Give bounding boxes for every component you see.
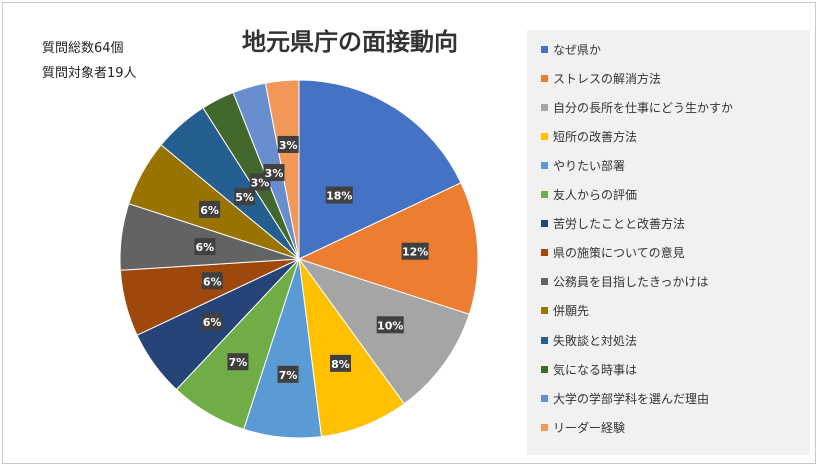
legend-label: 公務員を目指したきっかけは	[553, 275, 709, 290]
slice-value-text: 7%	[229, 356, 248, 369]
legend-swatch	[541, 220, 548, 228]
legend-label: 自分の長所を仕事にどう生かすか	[553, 100, 734, 115]
legend-label: 県の施策についての意見	[553, 246, 685, 261]
slice-value-text: 6%	[203, 316, 222, 329]
legend-label: 失敗談と対処法	[553, 333, 638, 348]
slice-data-label-3: 10%	[376, 316, 404, 334]
legend-swatch	[541, 394, 548, 402]
slice-data-label-4: 8%	[330, 354, 352, 372]
legend-label: ストレスの解消方法	[553, 71, 662, 86]
legend-item-7: 苦労したことと改善方法	[541, 215, 685, 233]
legend-item-2: ストレスの解消方法	[541, 69, 661, 87]
legend-label: 苦労したことと改善方法	[553, 217, 686, 232]
slice-value-text: 5%	[235, 191, 254, 204]
slice-value-text: 6%	[203, 275, 222, 288]
slice-data-label-6: 7%	[227, 353, 249, 371]
chart-legend: なぜ県かストレスの解消方法自分の長所を仕事にどう生かすか 短所の改善方法 やりたい部…	[527, 30, 810, 455]
pie-slice-4	[298, 258, 405, 438]
legend-item-12: 気になる時事は	[541, 360, 637, 378]
slice-data-label-9: 6%	[194, 238, 216, 256]
legend-item-14: リーダー経験	[541, 418, 625, 436]
slice-value-text: 6%	[196, 241, 215, 254]
legend-swatch	[541, 132, 548, 140]
chart-title: 地元県庁の面接動向	[242, 28, 458, 56]
legend-swatch	[541, 45, 548, 53]
legend-item-9: 公務員を目指したきっかけは	[541, 273, 709, 291]
legend-swatch	[541, 336, 548, 344]
slice-data-label-14: 3%	[277, 135, 299, 153]
pie-slice-1	[298, 79, 462, 260]
slice-data-label-11: 5%	[234, 188, 256, 206]
legend-label: 併願先	[553, 304, 590, 319]
slice-value-text: 3%	[265, 167, 284, 180]
legend-label: リーダー経験	[553, 420, 626, 435]
legend-item-11: 失敗談と対処法	[541, 331, 637, 349]
respondents-note: 質問対象者19人	[42, 66, 137, 81]
slice-value-text: 10%	[377, 319, 403, 332]
slice-data-label-10: 6%	[199, 200, 221, 218]
legend-swatch	[541, 191, 548, 198]
legend-item-3: 自分の長所を仕事にどう生かすか	[541, 98, 733, 116]
legend-label: 友人からの評価	[553, 188, 638, 202]
slice-data-label-13: 3%	[263, 164, 285, 182]
legend-item-8: 県の施策についての意見	[541, 244, 685, 262]
legend-swatch	[541, 161, 548, 169]
legend-swatch	[541, 278, 548, 286]
slice-value-text: 6%	[200, 204, 219, 217]
legend-item-1: なぜ県か	[541, 40, 601, 58]
legend-swatch	[541, 103, 548, 111]
legend-swatch	[541, 249, 548, 257]
slice-data-label-5: 7%	[277, 365, 299, 383]
total-questions-note: 質問総数64個	[42, 41, 124, 56]
legend-label: 短所の改善方法	[553, 129, 638, 144]
slice-value-text: 18%	[326, 190, 352, 203]
legend-item-13: 大学の学部学科を選んだ理由	[541, 389, 709, 407]
legend-item-5: やりたい部署	[541, 156, 625, 174]
legend-item-6: 友人からの評価	[541, 186, 637, 204]
legend-item-10: 併願先	[541, 302, 589, 320]
legend-label: 気になる時事は	[553, 362, 638, 377]
slice-value-text: 7%	[279, 369, 298, 382]
legend-label: 大学の学部学科を選んだ理由	[553, 391, 710, 406]
slice-value-text: 12%	[402, 246, 428, 259]
slice-data-label-2: 12%	[401, 242, 429, 260]
legend-swatch	[541, 365, 548, 373]
legend-label: なぜ県か	[553, 42, 602, 57]
legend-swatch	[541, 307, 548, 315]
legend-item-4: 短所の改善方法	[541, 127, 637, 145]
pie-slice-2	[297, 182, 479, 315]
legend-swatch	[541, 423, 548, 431]
legend-swatch	[541, 74, 548, 82]
slice-data-label-7: 6%	[201, 313, 223, 331]
legend-label: やりたい部署	[553, 158, 626, 173]
slice-data-label-8: 6%	[201, 272, 223, 290]
slice-value-text: 8%	[331, 358, 350, 371]
slice-value-text: 3%	[279, 139, 298, 152]
slice-data-label-1: 18%	[325, 186, 353, 204]
